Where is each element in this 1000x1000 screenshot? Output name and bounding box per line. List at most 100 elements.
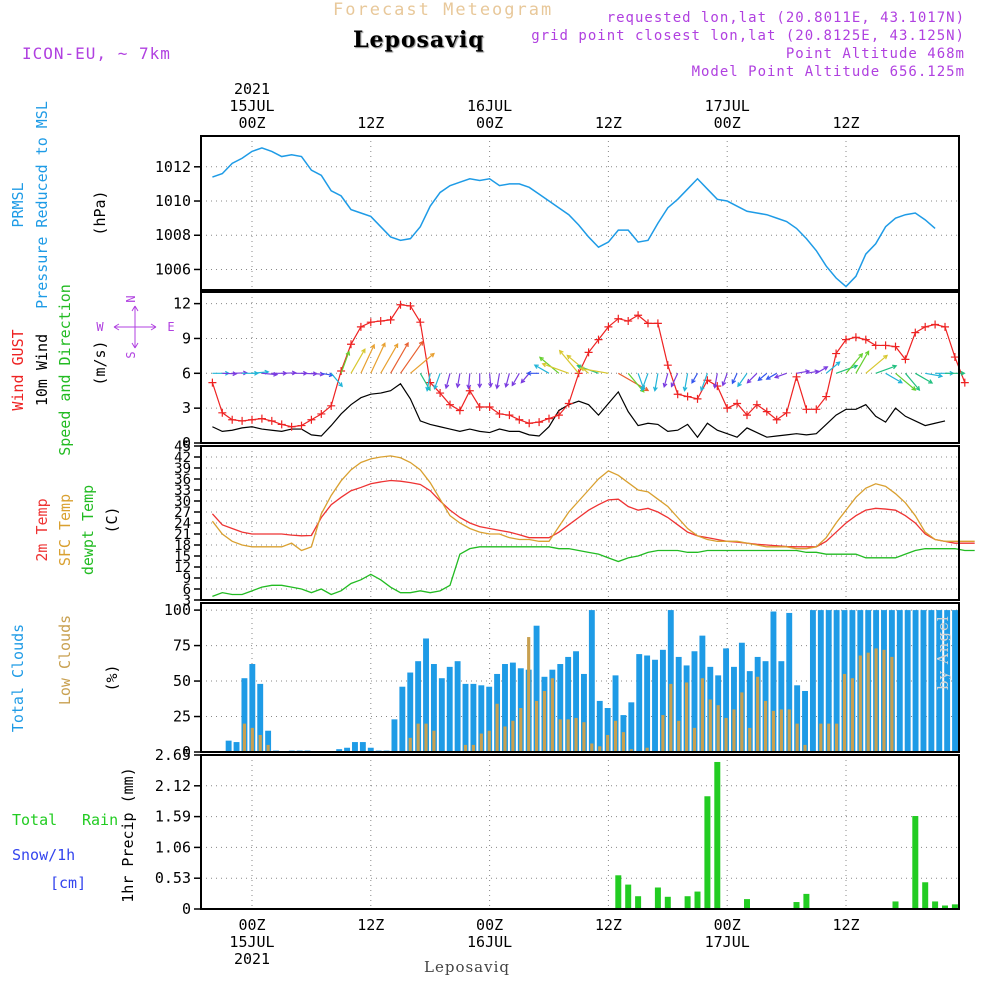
temperature-tick-label: 33 <box>174 483 191 499</box>
wind-tick-label: 12 <box>173 295 191 313</box>
total-cloud-bar <box>825 610 832 752</box>
precip-panel-frame <box>200 754 960 910</box>
low-cloud-bar <box>598 746 602 752</box>
low-cloud-bar <box>803 744 807 752</box>
wind-gust-marker <box>545 414 553 423</box>
wind-gust-marker <box>663 361 672 370</box>
wind-direction-arrow <box>875 364 898 374</box>
rain-bar <box>704 796 711 909</box>
wind-gust-marker <box>238 416 247 425</box>
low-cloud-bar <box>542 690 547 752</box>
temperature-tick-label: 12 <box>174 560 191 576</box>
temperature-unit-label: (C) <box>103 506 121 533</box>
snow-unit-label: [cm] <box>50 874 86 892</box>
dewpt-temp-label: dewpt Temp <box>79 485 97 575</box>
wind-gust-marker <box>396 300 405 309</box>
credit-watermark: by Angel <box>934 615 952 690</box>
compass-north-label: N <box>124 295 138 302</box>
total-cloud-bar <box>509 662 516 752</box>
wind-direction-arrow <box>945 370 966 376</box>
requested-coordinates: requested lon,lat (20.8011E, 43.1017N) <box>606 10 965 26</box>
rain-bar <box>803 893 810 909</box>
total-cloud-bar <box>691 651 698 752</box>
low-cloud-bar <box>763 700 768 752</box>
low-cloud-bar <box>613 720 618 752</box>
wind-gust-marker <box>426 378 435 387</box>
wind-gust-marker <box>416 318 425 327</box>
total-cloud-bar <box>723 648 730 752</box>
rain-bar <box>654 887 661 909</box>
wind-gust-marker <box>950 353 959 362</box>
top-time-label: 2021 <box>234 80 270 98</box>
clouds-tick-label: 100 <box>164 601 191 619</box>
wind-gust-marker <box>297 421 306 430</box>
wind-direction-arrow <box>579 366 609 374</box>
low-cloud-bar <box>882 649 886 752</box>
wind-panel-frame <box>200 291 960 444</box>
clouds-unit-label: (%) <box>103 664 121 691</box>
total-cloud-bar <box>399 686 406 752</box>
bottom-time-label: 12Z <box>357 916 384 934</box>
bottom-time-label: 16JUL <box>467 933 512 951</box>
total-cloud-bar <box>344 747 351 752</box>
wind-gust-marker <box>495 409 504 418</box>
rain-bar <box>744 899 750 909</box>
wind-gust-marker <box>911 328 920 337</box>
wind-direction-arrow <box>815 366 829 374</box>
snow-label: Snow/1h <box>12 846 75 864</box>
wind-gust-marker <box>673 390 682 399</box>
wind-direction-arrow <box>765 372 777 380</box>
wind-direction-arrow <box>682 373 689 392</box>
wind-gust-marker <box>832 349 841 358</box>
wind-gust-marker <box>743 411 751 420</box>
low-cloud-bar <box>408 737 412 752</box>
compass-south-label: S <box>124 351 138 358</box>
top-time-label: 00Z <box>238 114 265 132</box>
wind-gust-marker <box>901 355 910 364</box>
wind-direction-arrow <box>425 373 431 392</box>
wind-direction-arrow <box>731 373 738 385</box>
wind-gust-marker <box>614 314 623 323</box>
wind-direction-label: Speed and Direction <box>56 284 74 456</box>
wind-direction-arrow <box>466 373 472 390</box>
compass-east-label: E <box>167 320 174 334</box>
wind-10m-label: 10m Wind <box>33 334 51 406</box>
bottom-time-label: 00Z <box>714 916 741 934</box>
total-cloud-bar <box>486 686 493 752</box>
bottom-time-label: 12Z <box>595 916 622 934</box>
low-cloud-bar <box>890 656 894 752</box>
model-name: ICON-EU, ~ 7km <box>22 44 171 63</box>
grid-lines <box>201 136 959 910</box>
wind-direction-arrow <box>433 373 441 390</box>
wind-gust-marker <box>376 317 385 326</box>
total-cloud-bar <box>438 678 445 752</box>
rain-bar <box>793 902 800 909</box>
wind-direction-arrow <box>455 373 461 389</box>
pressure-line <box>212 147 936 288</box>
wind-gust-marker <box>515 415 524 424</box>
wind-gust-marker <box>871 341 880 350</box>
wind-gust-marker <box>861 335 870 344</box>
total-cloud-bar <box>817 610 824 752</box>
wind-gust-marker <box>584 348 593 357</box>
low-cloud-bar <box>590 743 594 752</box>
low-cloud-bar <box>519 708 523 752</box>
wind-gust-marker <box>822 392 831 401</box>
rain-bar <box>892 901 899 909</box>
clouds-tick-label: 25 <box>173 708 191 726</box>
wind-direction-arrow <box>340 350 351 374</box>
wind-direction-arrow <box>925 372 944 379</box>
wind-gust-marker <box>337 366 346 375</box>
wind-direction-arrow <box>541 362 570 374</box>
total-cloud-bar <box>470 683 477 752</box>
total-cloud-bar <box>833 610 840 752</box>
temperature-tick-label: 45 <box>174 439 191 455</box>
wind-direction-arrow <box>477 373 483 389</box>
wind-direction-arrow <box>746 372 758 384</box>
wind-direction-arrow <box>865 354 889 374</box>
low-cloud-bar <box>463 744 468 752</box>
location-title: Leposaviq <box>353 27 485 53</box>
wind-direction-arrow <box>904 372 921 391</box>
